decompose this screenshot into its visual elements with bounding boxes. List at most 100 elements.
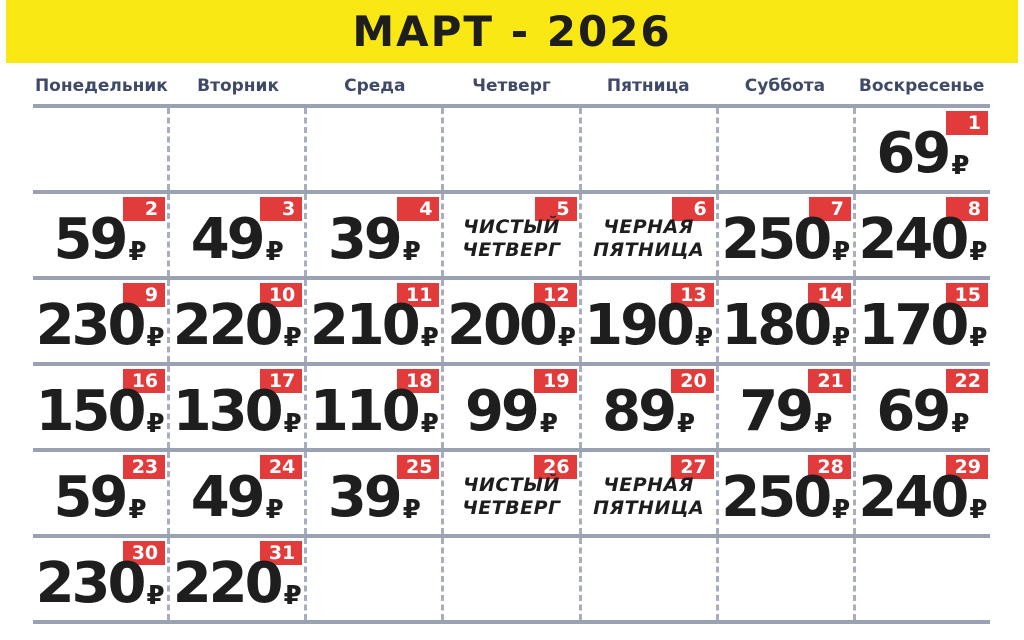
ruble-sign: ₽ — [283, 323, 302, 353]
calendar-cell-empty — [441, 108, 578, 190]
day-number-badge: 10 — [259, 283, 303, 307]
price: 200 ₽ — [444, 298, 578, 354]
price: 240 ₽ — [856, 212, 990, 268]
price: 230 ₽ — [33, 298, 167, 354]
calendar-cell-empty — [33, 108, 167, 190]
price: 69 ₽ — [856, 384, 990, 440]
special-day-label-line: ПЯТНИЦА — [593, 497, 705, 520]
day-number-badge: 25 — [396, 455, 440, 479]
price-value: 180 — [721, 293, 832, 358]
calendar-cell: 13 190 ₽ — [578, 280, 716, 362]
price-value: 39 — [327, 207, 403, 272]
ruble-sign: ₽ — [539, 409, 558, 439]
ruble-sign: ₽ — [969, 237, 988, 267]
calendar-week-row: 1 69 ₽ — [33, 104, 990, 190]
calendar-cell: 26 ЧИСТЫЙ ЧЕТВЕРГ — [441, 452, 578, 534]
ruble-sign: ₽ — [146, 323, 165, 353]
price-value: 79 — [739, 379, 814, 444]
price: 59 ₽ — [33, 212, 167, 268]
ruble-sign: ₽ — [420, 409, 439, 439]
day-number-badge: 28 — [808, 455, 851, 479]
calendar-week-row: 9 230 ₽10 220 ₽11 210 ₽12 200 ₽13 190 ₽14 180 ₽15 170… — [33, 276, 990, 362]
day-number-badge: 26 — [534, 455, 577, 479]
price: 220 ₽ — [170, 298, 304, 354]
calendar-cell: 4 39 ₽ — [304, 194, 441, 276]
day-number-badge: 31 — [259, 541, 303, 565]
price: 59 ₽ — [33, 470, 167, 526]
ruble-sign: ₽ — [969, 323, 988, 353]
day-number-badge: 21 — [808, 369, 851, 393]
weekday-header-row: Понедельник Вторник Среда Четверг Пятница Суб… — [33, 72, 990, 100]
price: 240 ₽ — [856, 470, 990, 526]
price: 79 ₽ — [719, 384, 853, 440]
special-day-label-line: ЧИСТЫЙ — [463, 473, 560, 496]
price-value: 59 — [53, 207, 129, 272]
day-number-badge: 5 — [534, 197, 577, 221]
calendar-cell: 20 89 ₽ — [578, 366, 716, 448]
price-value: 69 — [876, 121, 951, 186]
weekday-label: Пятница — [606, 76, 690, 96]
day-number-badge: 30 — [122, 541, 166, 565]
day-number-badge: 14 — [808, 283, 851, 307]
calendar-cell: 27 ЧЕРНАЯ ПЯТНИЦА — [578, 452, 716, 534]
ruble-sign: ₽ — [265, 495, 284, 525]
calendar-cell: 3 49 ₽ — [167, 194, 304, 276]
ruble-sign: ₽ — [951, 151, 970, 181]
calendar-cell-empty — [167, 108, 304, 190]
calendar-cell: 6 ЧЕРНАЯ ПЯТНИЦА — [578, 194, 716, 276]
special-day-label: ЧЕРНАЯ ПЯТНИЦА — [582, 474, 716, 522]
price-value: 210 — [309, 293, 421, 358]
calendar-cell-empty — [578, 538, 716, 620]
price: 49 ₽ — [170, 470, 304, 526]
calendar-cell-empty — [715, 538, 853, 620]
price: 250 ₽ — [719, 212, 853, 268]
price: 190 ₽ — [582, 298, 716, 354]
price-value: 220 — [172, 293, 284, 358]
calendar-cell: 16 150 ₽ — [33, 366, 167, 448]
calendar-cell: 28 250 ₽ — [715, 452, 853, 534]
calendar-week-row: 16 150 ₽17 130 ₽18 110 ₽19 99 ₽20 89 ₽21 79 ₽22 69 ₽ — [33, 362, 990, 448]
calendar-cell: 1 69 ₽ — [852, 108, 990, 190]
weekday-label: Вторник — [197, 76, 279, 96]
special-day-label: ЧИСТЫЙ ЧЕТВЕРГ — [444, 216, 578, 264]
weekday-label: Четверг — [472, 76, 551, 96]
day-number-badge: 19 — [534, 369, 577, 393]
price-value: 190 — [584, 293, 695, 358]
ruble-sign: ₽ — [969, 495, 988, 525]
calendar-title: МАРТ - 2026 — [352, 7, 672, 56]
ruble-sign: ₽ — [832, 237, 851, 267]
calendar-cell: 10 220 ₽ — [167, 280, 304, 362]
ruble-sign: ₽ — [832, 495, 851, 525]
calendar-cell: 12 200 ₽ — [441, 280, 578, 362]
calendar-week-row: 30 230 ₽31 220 ₽ — [33, 534, 990, 620]
day-number-badge: 7 — [808, 197, 851, 221]
day-number-badge: 15 — [945, 283, 988, 307]
calendar-cell: 17 130 ₽ — [167, 366, 304, 448]
price-value: 230 — [35, 551, 147, 616]
price: 69 ₽ — [856, 126, 990, 182]
day-number-badge: 20 — [671, 369, 714, 393]
special-day-label-line: ПЯТНИЦА — [593, 239, 705, 262]
price: 39 ₽ — [307, 470, 441, 526]
calendar-cell: 31 220 ₽ — [167, 538, 304, 620]
calendar-week-row: 23 59 ₽24 49 ₽25 39 ₽26 ЧИСТЫЙ ЧЕТВЕРГ 27 ЧЕРНАЯ ПЯ… — [33, 448, 990, 534]
price: 230 ₽ — [33, 556, 167, 612]
price-value: 200 — [446, 293, 558, 358]
calendar-cell: 18 110 ₽ — [304, 366, 441, 448]
calendar-cell-empty — [852, 538, 990, 620]
special-day-label: ЧЕРНАЯ ПЯТНИЦА — [582, 216, 716, 264]
price: 49 ₽ — [170, 212, 304, 268]
price: 210 ₽ — [307, 298, 441, 354]
ruble-sign: ₽ — [402, 237, 421, 267]
day-number-badge: 9 — [123, 283, 166, 307]
ruble-sign: ₽ — [146, 409, 165, 439]
price-value: 39 — [327, 465, 403, 530]
calendar-cell: 5 ЧИСТЫЙ ЧЕТВЕРГ — [441, 194, 578, 276]
day-number-badge: 29 — [945, 455, 988, 479]
ruble-sign: ₽ — [814, 409, 833, 439]
calendar-cell: 7 250 ₽ — [715, 194, 853, 276]
ruble-sign: ₽ — [128, 237, 147, 267]
day-number-badge: 2 — [123, 197, 166, 221]
day-number-badge: 3 — [260, 197, 303, 221]
